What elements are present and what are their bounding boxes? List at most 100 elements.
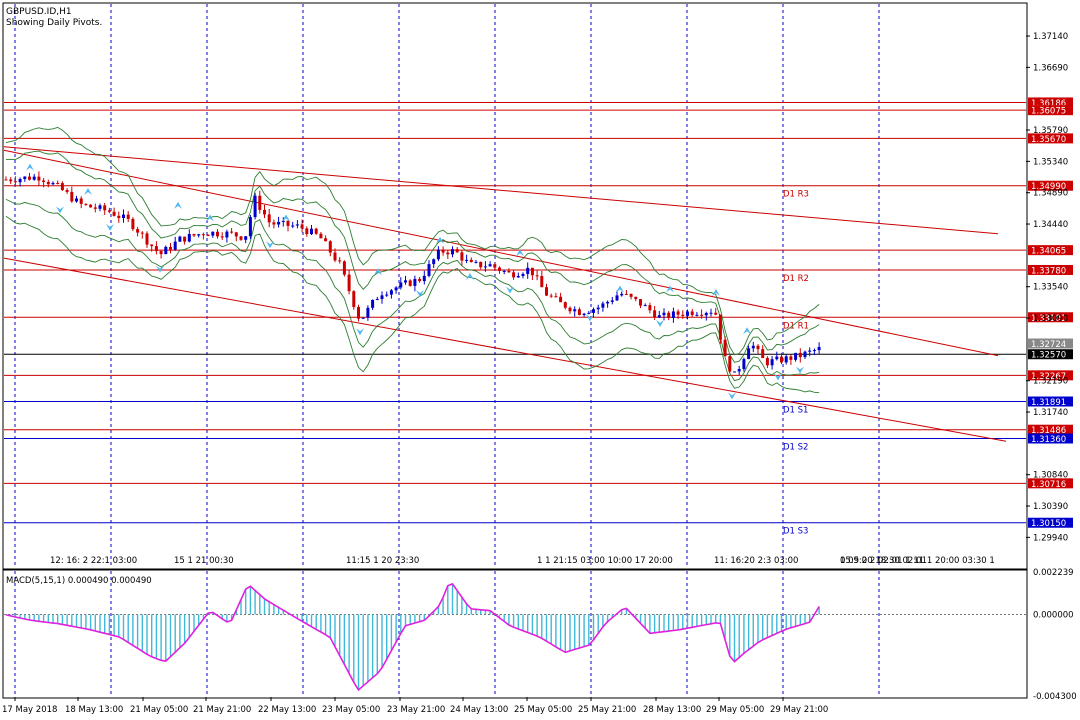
candle-body [624, 293, 628, 295]
candle-body [169, 246, 172, 250]
fractal-arrow [586, 314, 594, 322]
time-tick-label: 25 May 21:00 [578, 705, 636, 715]
current-price-bg [1028, 349, 1073, 360]
bid-price-bg [1028, 338, 1073, 349]
candle-body [305, 228, 309, 235]
fractal-arrow [466, 272, 474, 280]
candle-body [89, 204, 93, 208]
candle-body [216, 231, 219, 237]
pivot-label: D1 S3 [783, 527, 808, 537]
time-axis: 17 May 2018 18 May 13:00 21 May 05:00 21 Ma… [2, 697, 828, 715]
fractal-arrow [516, 249, 524, 257]
candle-body [498, 267, 501, 272]
candle-body [465, 259, 469, 261]
band-inner-lower [5, 198, 820, 382]
candle-body [164, 246, 168, 255]
candle-body [803, 351, 807, 358]
fractal-arrow [743, 327, 751, 335]
fractal-arrow [796, 366, 804, 374]
time-tick-label: 18 May 13:00 [65, 705, 123, 715]
candle-body [79, 198, 83, 204]
candle-body [789, 356, 793, 360]
candle-body [46, 181, 50, 185]
candle-body [512, 272, 516, 278]
candle-body [784, 356, 788, 363]
candle-body [220, 236, 224, 238]
fractal-arrow [656, 319, 664, 327]
price-tick-label: 1.30840 [1033, 471, 1068, 481]
candle-body [178, 236, 182, 242]
pivot-label: D1 S1 [783, 406, 808, 416]
candle-body [253, 195, 257, 218]
candle-body [742, 359, 746, 370]
level-label: 1.31486 [1031, 426, 1066, 436]
macd-tick-label: -0.004300 [1033, 692, 1077, 702]
candle-body [173, 241, 177, 250]
candle-body [718, 314, 722, 340]
candle-body [112, 211, 116, 216]
channel-lower[interactable] [3, 257, 1007, 442]
fractal-arrow [156, 265, 164, 273]
candle-body [808, 350, 812, 352]
candle-body [371, 299, 375, 308]
candle-body [507, 270, 511, 273]
level-label-bg [1028, 396, 1073, 407]
candle-body [601, 303, 605, 308]
candle-body [70, 191, 74, 202]
price-tick-label: 1.31740 [1033, 408, 1068, 418]
candle-body [333, 252, 337, 261]
level-label: 1.31360 [1031, 435, 1066, 445]
candle-body [328, 241, 332, 253]
candle-body [662, 312, 666, 316]
candle-body [13, 181, 17, 183]
candle-body [361, 317, 365, 319]
candle-body [756, 345, 760, 350]
candle-body [432, 259, 436, 265]
candle-body [545, 287, 548, 296]
candle-body [770, 359, 774, 366]
candle-body [4, 179, 8, 181]
level-label-bg [1028, 433, 1073, 444]
level-label: 1.36075 [1031, 107, 1066, 117]
level-label-bg [1028, 517, 1073, 528]
candle-body [51, 182, 55, 185]
price-tick-label: 1.30390 [1033, 502, 1068, 512]
candle-body [474, 261, 478, 263]
level-label: 1.33780 [1031, 266, 1066, 276]
candle-body [399, 282, 403, 288]
price-tick-label: 1.29940 [1033, 533, 1068, 543]
time-tick-label: 25 May 05:00 [514, 705, 572, 715]
candle-body [634, 296, 638, 300]
candle-body [342, 261, 346, 275]
level-label: 1.32267 [1031, 372, 1066, 382]
candle-body [150, 244, 154, 247]
level-label: 1.35670 [1031, 135, 1066, 145]
candle-body [244, 236, 248, 240]
candle-body [728, 356, 732, 372]
candle-body [573, 309, 577, 312]
candle-body [540, 275, 544, 288]
candle-body [300, 224, 304, 229]
candle-body [761, 349, 765, 359]
candle-body [427, 264, 431, 276]
channel-upper[interactable] [3, 146, 999, 235]
candle-body [347, 274, 351, 292]
candle-body [798, 352, 802, 358]
time-marker: 1 1 21:15 03:00 10:00 17 20:00 [537, 556, 673, 566]
candle-body [187, 233, 191, 242]
channel-middle[interactable] [3, 149, 999, 357]
candle-body [554, 296, 558, 298]
candle-body [319, 233, 323, 239]
fractal-arrow [416, 289, 424, 297]
level-label-bg [1028, 180, 1073, 191]
candle-body [488, 264, 492, 267]
candle-body [32, 176, 36, 180]
fractal-arrow [666, 285, 674, 293]
candle-body [577, 309, 581, 315]
candle-body [596, 307, 600, 310]
candle-body [516, 275, 520, 278]
candle-body [136, 229, 140, 233]
candle-body [211, 231, 215, 236]
candle-body [723, 339, 727, 357]
